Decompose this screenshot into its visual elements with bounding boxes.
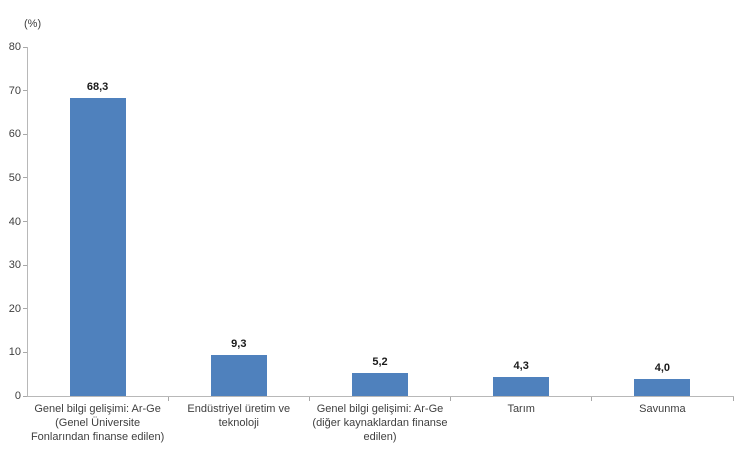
x-axis-tick-mark [591, 397, 593, 401]
y-axis-tick-mark [23, 46, 27, 48]
bar-value-label: 68,3 [86, 81, 109, 94]
y-axis-tick-mark [23, 395, 27, 397]
y-axis-tick-mark [23, 177, 27, 179]
plot-area [27, 47, 734, 397]
bar [352, 373, 408, 396]
bar-value-label: 4,0 [654, 361, 671, 374]
y-axis-tick-label: 80 [8, 41, 21, 53]
y-axis-tick-label: 10 [8, 346, 21, 359]
y-axis-tick-label: 30 [8, 259, 21, 272]
bar-value-label: 9,3 [231, 338, 247, 351]
x-axis-category-label: Genel bilgi gelişimi: Ar-Ge (diğer kayna… [312, 403, 448, 443]
x-axis-category-label: Endüstriyel üretim ve teknoloji [187, 403, 291, 429]
y-axis-tick-label: 70 [8, 84, 21, 97]
y-axis-tick-label: 0 [14, 390, 21, 402]
y-axis-tick-label: 60 [8, 128, 21, 141]
y-axis-tick-label: 20 [8, 302, 21, 315]
y-axis-tick-label: 40 [8, 215, 21, 228]
x-axis-category-label: Genel bilgi gelişimi: Ar-Ge (Genel Ünive… [30, 403, 165, 443]
x-axis-tick-mark [308, 397, 310, 401]
x-axis-category-label: Savunma [639, 403, 686, 415]
x-axis-category-label: Tarım [507, 403, 535, 415]
y-axis-tick-mark [23, 133, 27, 135]
bar-value-label: 4,3 [513, 360, 529, 373]
y-axis-tick-mark [23, 308, 27, 310]
y-axis-tick-label: 50 [8, 171, 21, 184]
y-axis-unit-label: (%) [24, 18, 42, 30]
y-axis-tick-mark [23, 351, 27, 353]
bar [69, 98, 126, 396]
bar [493, 377, 550, 396]
bar [634, 378, 691, 396]
x-axis-tick-mark [167, 397, 169, 401]
x-axis-tick-mark [732, 397, 734, 401]
x-axis-tick-mark [450, 397, 452, 401]
y-axis-tick-mark [23, 90, 27, 92]
bar [210, 355, 267, 396]
y-axis-tick-mark [23, 221, 27, 222]
y-axis-tick-mark [23, 264, 27, 266]
bar-value-label: 5,2 [372, 356, 388, 369]
